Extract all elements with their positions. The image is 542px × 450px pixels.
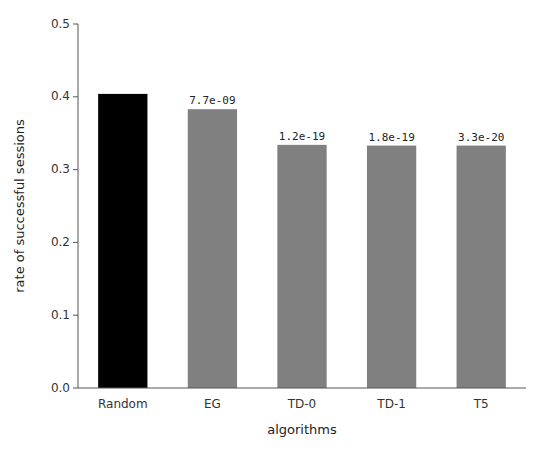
y-tick [73, 169, 78, 170]
y-tick-label: 0.2 [51, 235, 70, 249]
annotation: 7.7e-09 [189, 94, 235, 107]
y-axis: 0.0 0.1 0.2 0.3 0.4 0.5 [51, 17, 78, 395]
bar [188, 109, 237, 388]
annotations: 7.7e-09 1.2e-19 1.8e-19 3.3e-20 [189, 94, 504, 143]
chart-svg: 0.0 0.1 0.2 0.3 0.4 0.5 7.7e-09 1.2e-19 1.8e-19 3… [0, 0, 542, 450]
y-tick [73, 315, 78, 316]
bar [457, 146, 506, 388]
x-tick-label: EG [204, 397, 221, 411]
y-axis-line [78, 24, 79, 388]
bar [367, 146, 416, 388]
x-tick-label: Random [98, 397, 148, 411]
y-tick [73, 24, 78, 25]
bars [98, 94, 506, 388]
x-axis: Random EG TD-0 TD-1 T5 [98, 397, 489, 411]
bar [98, 94, 147, 388]
y-tick-label: 0.0 [51, 381, 70, 395]
x-tick-label: TD-0 [287, 397, 317, 411]
annotation: 1.8e-19 [368, 131, 414, 144]
y-tick [73, 388, 78, 389]
y-axis-title: rate of successful sessions [12, 119, 27, 293]
y-tick-label: 0.3 [51, 162, 70, 176]
y-tick-label: 0.1 [51, 308, 70, 322]
chart-container: 0.0 0.1 0.2 0.3 0.4 0.5 7.7e-09 1.2e-19 1.8e-19 3… [0, 0, 542, 450]
annotation: 3.3e-20 [458, 131, 504, 144]
x-axis-title: algorithms [267, 422, 337, 437]
bar [277, 145, 326, 388]
y-tick-label: 0.4 [51, 89, 70, 103]
y-tick [73, 242, 78, 243]
y-tick-label: 0.5 [51, 17, 70, 31]
x-axis-line [78, 388, 526, 389]
x-tick-label: TD-1 [376, 397, 406, 411]
x-tick-label: T5 [473, 397, 489, 411]
y-tick [73, 96, 78, 97]
annotation: 1.2e-19 [279, 130, 325, 143]
